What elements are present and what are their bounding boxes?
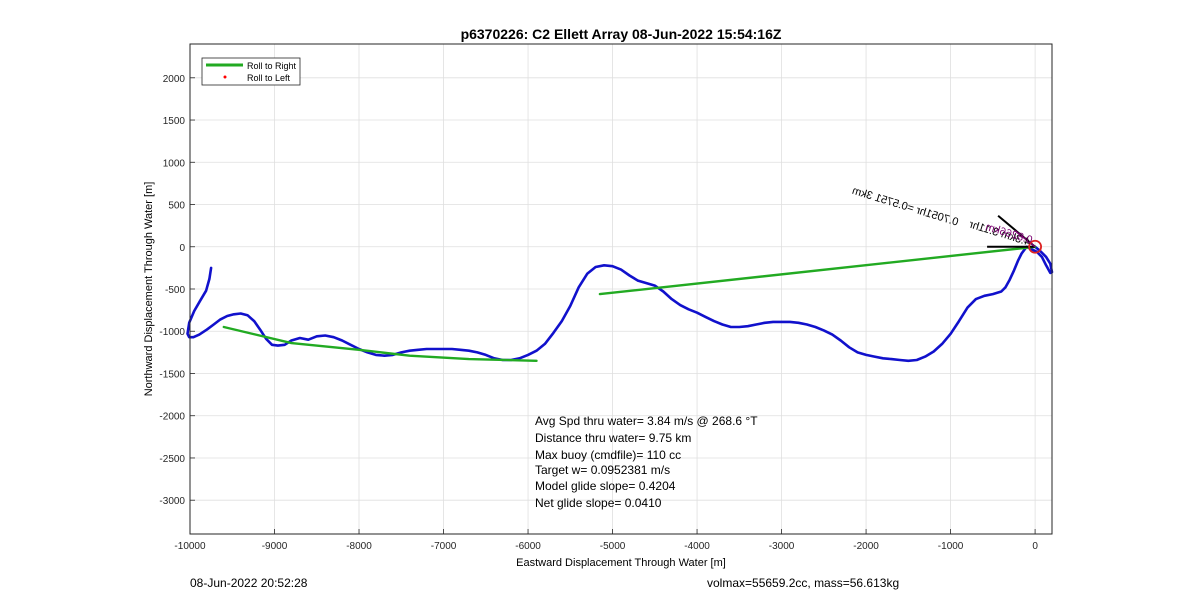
x-tick-label: -9000 <box>262 541 288 552</box>
x-axis-label: Eastward Displacement Through Water [m] <box>516 557 726 569</box>
x-tick-label: -8000 <box>346 541 372 552</box>
stats-line: Net glide slope= 0.0410 <box>535 496 662 510</box>
footer-timestamp: 08-Jun-2022 20:52:28 <box>190 576 308 590</box>
current-position-marker <box>1028 239 1042 254</box>
y-tick-label: -1500 <box>159 369 185 380</box>
x-tick-label: -1000 <box>938 541 964 552</box>
footer-mass-info: volmax=55659.2cc, mass=56.613kg <box>707 576 900 590</box>
x-tick-label: 0 <box>1032 541 1038 552</box>
x-tick-label: -5000 <box>600 541 626 552</box>
legend-swatch-roll-left <box>223 75 227 79</box>
x-tick-label: -10000 <box>174 541 206 552</box>
y-tick-label: -500 <box>165 285 185 296</box>
y-axis-label: Northward Displacement Through Water [m] <box>143 182 155 397</box>
axis-ticks: -10000 -9000 -8000 -7000 -6000 -5000 -4000 -300… <box>159 74 1038 552</box>
data-series <box>186 245 1054 363</box>
y-tick-label: -1000 <box>159 327 185 338</box>
y-tick-label: 0 <box>179 243 185 254</box>
x-tick-label: -2000 <box>853 541 879 552</box>
x-tick-label: -3000 <box>769 541 795 552</box>
annotation-rate: 0.7051hr =0.5751 3km <box>851 185 960 229</box>
y-tick-label: -2500 <box>159 454 185 465</box>
grid-lines <box>189 44 1052 534</box>
x-tick-label: -7000 <box>431 541 457 552</box>
y-tick-label: -2000 <box>159 412 185 423</box>
stats-line: Model glide slope= 0.4204 <box>535 479 676 493</box>
legend-label-roll-left: Roll to Left <box>247 73 291 83</box>
y-tick-label: -3000 <box>159 496 185 507</box>
y-tick-label: 1000 <box>163 158 186 169</box>
legend-label-roll-right: Roll to Right <box>247 61 297 71</box>
stats-line: Target w= 0.0952381 m/s <box>535 463 670 477</box>
y-tick-label: 500 <box>168 201 185 212</box>
series-line <box>222 325 538 362</box>
series-line <box>598 245 1037 296</box>
y-tick-label: 2000 <box>163 74 186 85</box>
y-tick-label: 1500 <box>163 116 186 127</box>
stats-line: Distance thru water= 9.75 km <box>535 431 691 445</box>
x-tick-label: -4000 <box>684 541 710 552</box>
legend-box <box>201 57 301 86</box>
legend: Roll to Right Roll to Left <box>201 57 301 86</box>
x-tick-label: -6000 <box>515 541 541 552</box>
stats-line: Avg Spd thru water= 3.84 m/s @ 268.6 °T <box>535 414 758 428</box>
heading-vector <box>1014 230 1036 248</box>
stats-line: Max buoy (cmdfile)= 110 cc <box>535 448 681 462</box>
stats-text-block: Avg Spd thru water= 3.84 m/s @ 268.6 °T … <box>535 414 758 510</box>
chart-title: p6370226: C2 Ellett Array 08-Jun-2022 15… <box>461 26 782 42</box>
series-line <box>186 245 1054 363</box>
